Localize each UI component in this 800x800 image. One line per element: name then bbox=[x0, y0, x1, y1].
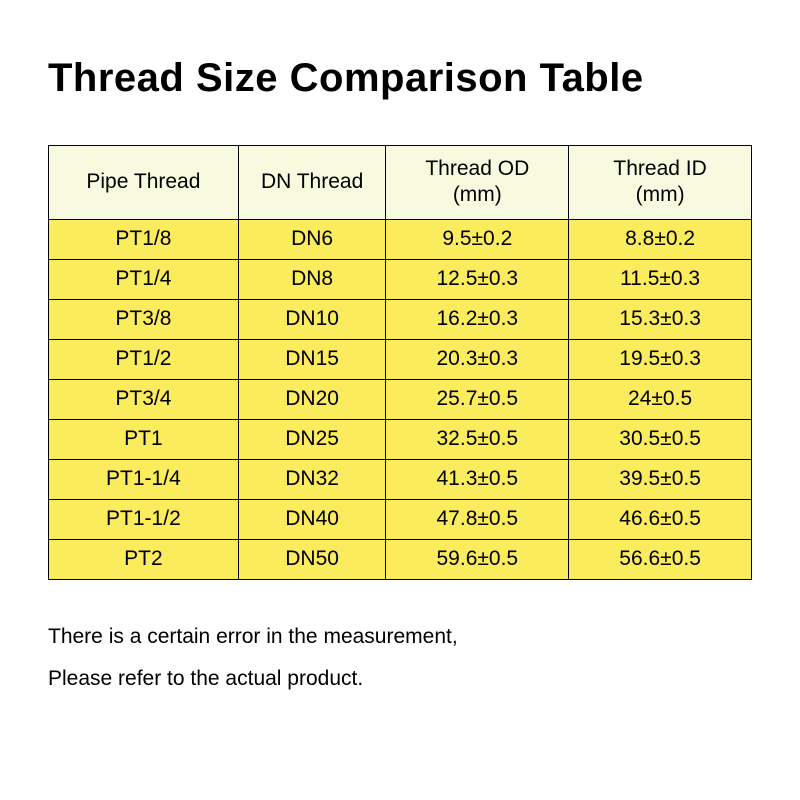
cell-thread-od: 59.6±0.5 bbox=[386, 539, 569, 579]
footnote: There is a certain error in the measurem… bbox=[48, 616, 752, 700]
thread-size-table: Pipe Thread DN Thread Thread OD(mm) Thre… bbox=[48, 145, 752, 580]
cell-pipe-thread: PT1 bbox=[49, 419, 239, 459]
cell-thread-id: 15.3±0.3 bbox=[569, 299, 752, 339]
cell-dn-thread: DN25 bbox=[238, 419, 386, 459]
cell-thread-od: 32.5±0.5 bbox=[386, 419, 569, 459]
cell-pipe-thread: PT1/8 bbox=[49, 219, 239, 259]
cell-thread-id: 46.6±0.5 bbox=[569, 499, 752, 539]
cell-thread-id: 11.5±0.3 bbox=[569, 259, 752, 299]
cell-thread-od: 9.5±0.2 bbox=[386, 219, 569, 259]
page-title: Thread Size Comparison Table bbox=[48, 56, 752, 101]
table-row: PT1/8 DN6 9.5±0.2 8.8±0.2 bbox=[49, 219, 752, 259]
cell-pipe-thread: PT1/4 bbox=[49, 259, 239, 299]
cell-dn-thread: DN10 bbox=[238, 299, 386, 339]
cell-thread-od: 12.5±0.3 bbox=[386, 259, 569, 299]
cell-dn-thread: DN50 bbox=[238, 539, 386, 579]
cell-thread-id: 24±0.5 bbox=[569, 379, 752, 419]
table-row: PT3/4 DN20 25.7±0.5 24±0.5 bbox=[49, 379, 752, 419]
cell-thread-od: 47.8±0.5 bbox=[386, 499, 569, 539]
table-header-row: Pipe Thread DN Thread Thread OD(mm) Thre… bbox=[49, 146, 752, 220]
cell-pipe-thread: PT1-1/4 bbox=[49, 459, 239, 499]
table-row: PT3/8 DN10 16.2±0.3 15.3±0.3 bbox=[49, 299, 752, 339]
table-row: PT1/4 DN8 12.5±0.3 11.5±0.3 bbox=[49, 259, 752, 299]
col-header-thread-od: Thread OD(mm) bbox=[386, 146, 569, 220]
cell-thread-id: 8.8±0.2 bbox=[569, 219, 752, 259]
table-row: PT1-1/4 DN32 41.3±0.5 39.5±0.5 bbox=[49, 459, 752, 499]
cell-pipe-thread: PT1/2 bbox=[49, 339, 239, 379]
table-row: PT1-1/2 DN40 47.8±0.5 46.6±0.5 bbox=[49, 499, 752, 539]
cell-pipe-thread: PT1-1/2 bbox=[49, 499, 239, 539]
cell-dn-thread: DN15 bbox=[238, 339, 386, 379]
cell-dn-thread: DN6 bbox=[238, 219, 386, 259]
cell-pipe-thread: PT2 bbox=[49, 539, 239, 579]
cell-thread-od: 41.3±0.5 bbox=[386, 459, 569, 499]
col-header-pipe-thread: Pipe Thread bbox=[49, 146, 239, 220]
footnote-line-1: There is a certain error in the measurem… bbox=[48, 616, 752, 658]
col-header-dn-thread: DN Thread bbox=[238, 146, 386, 220]
table-row: PT1/2 DN15 20.3±0.3 19.5±0.3 bbox=[49, 339, 752, 379]
cell-thread-id: 56.6±0.5 bbox=[569, 539, 752, 579]
cell-dn-thread: DN32 bbox=[238, 459, 386, 499]
cell-pipe-thread: PT3/4 bbox=[49, 379, 239, 419]
footnote-line-2: Please refer to the actual product. bbox=[48, 658, 752, 700]
table-body: PT1/8 DN6 9.5±0.2 8.8±0.2 PT1/4 DN8 12.5… bbox=[49, 219, 752, 579]
col-header-thread-id: Thread ID(mm) bbox=[569, 146, 752, 220]
cell-thread-id: 19.5±0.3 bbox=[569, 339, 752, 379]
cell-dn-thread: DN20 bbox=[238, 379, 386, 419]
cell-thread-od: 20.3±0.3 bbox=[386, 339, 569, 379]
cell-thread-od: 16.2±0.3 bbox=[386, 299, 569, 339]
table-row: PT1 DN25 32.5±0.5 30.5±0.5 bbox=[49, 419, 752, 459]
cell-thread-id: 30.5±0.5 bbox=[569, 419, 752, 459]
cell-thread-od: 25.7±0.5 bbox=[386, 379, 569, 419]
table-row: PT2 DN50 59.6±0.5 56.6±0.5 bbox=[49, 539, 752, 579]
cell-dn-thread: DN40 bbox=[238, 499, 386, 539]
cell-dn-thread: DN8 bbox=[238, 259, 386, 299]
cell-pipe-thread: PT3/8 bbox=[49, 299, 239, 339]
cell-thread-id: 39.5±0.5 bbox=[569, 459, 752, 499]
